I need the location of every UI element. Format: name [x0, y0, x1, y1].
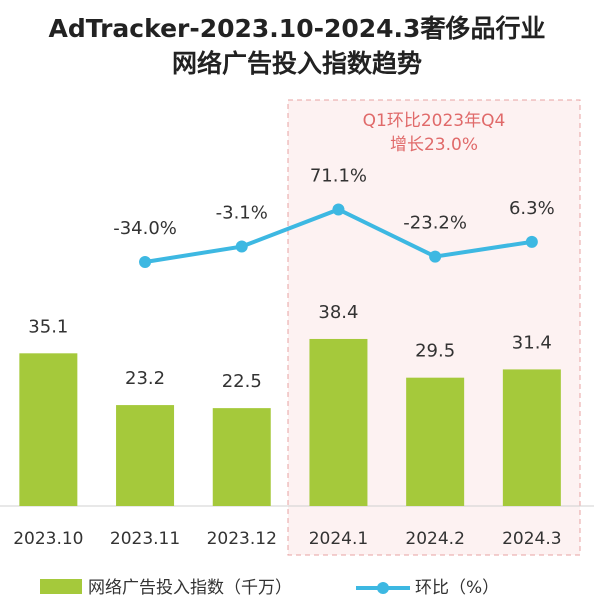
chart-title: AdTracker-2023.10-2024.3奢侈品行业 — [49, 14, 546, 43]
bar — [502, 369, 561, 506]
line-value-label: 71.1% — [310, 165, 367, 186]
x-tick-label: 2023.12 — [207, 529, 277, 549]
line-value-label: -34.0% — [113, 218, 177, 239]
x-tick-label: 2024.2 — [405, 529, 464, 549]
line-marker — [429, 250, 442, 263]
legend-swatch — [40, 579, 82, 594]
line-marker — [235, 240, 248, 253]
x-tick-label: 2023.11 — [110, 529, 180, 549]
bar — [116, 405, 175, 506]
line-marker — [332, 203, 345, 216]
x-tick-label: 2024.3 — [502, 529, 561, 549]
annotation: 增长23.0% — [390, 135, 478, 155]
legend-swatch — [377, 582, 389, 594]
bar-value-label: 31.4 — [512, 332, 552, 353]
chart-title: 网络广告投入指数趋势 — [172, 49, 422, 78]
line-marker — [139, 256, 152, 268]
bar-value-label: 35.1 — [28, 316, 68, 337]
legend-label: 网络广告投入指数（千万） — [88, 578, 292, 598]
bar-value-label: 22.5 — [222, 371, 262, 392]
bar — [309, 338, 368, 506]
bar-value-label: 38.4 — [318, 302, 358, 323]
line-value-label: -23.2% — [403, 213, 467, 234]
bar — [212, 408, 271, 506]
line-marker — [525, 235, 538, 248]
bar-value-label: 23.2 — [125, 368, 165, 389]
bar — [19, 353, 78, 506]
legend-label: 环比（%） — [415, 578, 499, 598]
x-tick-label: 2024.1 — [309, 529, 368, 549]
line-value-label: 6.3% — [509, 198, 555, 219]
bar-value-label: 29.5 — [415, 341, 455, 362]
x-tick-label: 2023.10 — [13, 529, 83, 549]
line-value-label: -3.1% — [216, 203, 268, 224]
annotation: Q1环比2023年Q4 — [363, 111, 506, 131]
bar — [406, 377, 465, 506]
